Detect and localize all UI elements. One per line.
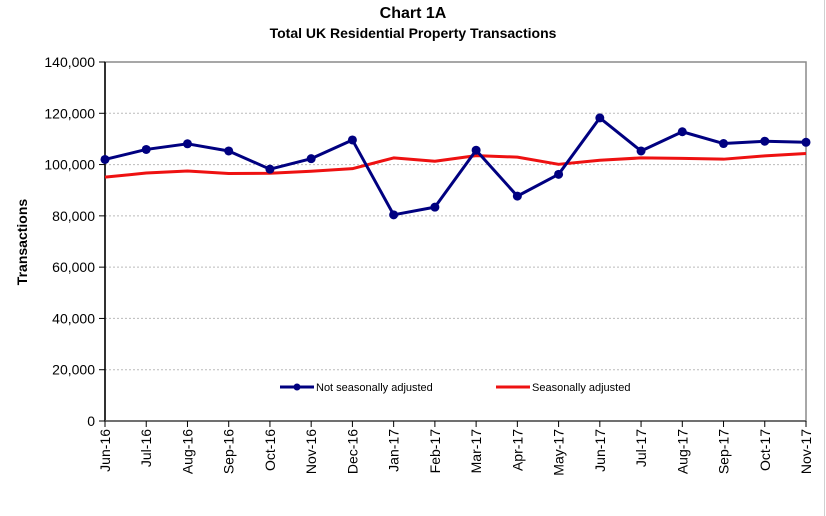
y-axis-ticks: 0 20,000 40,000 60,000 80,000 100,000 120,000 1… [44,54,105,429]
legend-marker-nsa [293,383,301,391]
x-tick-label: Aug-16 [179,429,195,474]
page-edge [824,0,825,516]
y-tick-label: 80,000 [52,208,95,224]
data-point [677,127,687,137]
x-axis-ticks: Jun-16 Jul-16 Aug-16 Sep-16 Oct-16 Nov-16 Dec-… [97,421,814,476]
series-group [100,113,811,220]
y-tick-label: 40,000 [52,310,95,326]
y-tick-label: 100,000 [44,157,95,173]
y-axis-label: Transactions [14,199,30,286]
data-point [100,154,110,164]
x-tick-label: Mar-17 [468,429,484,474]
legend-label-sa: Seasonally adjusted [532,382,630,394]
chart-subtitle: Total UK Residential Property Transactio… [270,25,557,41]
x-tick-label: Apr-17 [509,429,525,471]
data-point [224,146,234,156]
data-point [347,135,357,145]
legend: Not seasonally adjusted Seasonally adjus… [280,382,630,394]
y-tick-label: 120,000 [44,105,95,121]
x-tick-label: Jul-17 [633,429,649,467]
data-point [801,137,811,147]
data-point [389,210,399,220]
data-point [306,154,316,164]
x-tick-label: Feb-17 [427,429,443,474]
x-tick-label: Jan-17 [386,429,402,472]
x-tick-label: Jun-16 [97,429,113,472]
y-tick-label: 0 [87,413,95,429]
x-tick-label: Nov-16 [303,429,319,474]
data-point [471,145,481,155]
data-point [141,144,151,154]
x-tick-label: Aug-17 [674,429,690,474]
y-tick-label: 20,000 [52,362,95,378]
legend-label-nsa: Not seasonally adjusted [316,382,433,394]
data-point [430,202,440,212]
series-line-seasonally-adjusted [104,152,807,179]
x-tick-label: Oct-16 [262,429,278,471]
chart-title: Chart 1A [380,5,447,22]
y-tick-label: 140,000 [44,54,95,70]
data-point [554,169,564,179]
data-point [265,164,275,174]
data-point [636,146,646,156]
x-tick-label: Jul-16 [138,429,154,467]
data-point [719,139,729,149]
x-tick-label: May-17 [551,429,567,476]
data-point [512,191,522,201]
data-point [760,136,770,146]
x-tick-label: Oct-17 [757,429,773,471]
data-point [595,113,605,123]
plot-frame [104,61,807,422]
x-tick-label: Sep-16 [221,429,237,474]
x-tick-label: Nov-17 [798,429,814,474]
series-line-not-seasonally-adjusted [104,116,807,217]
x-tick-label: Jun-17 [592,429,608,472]
x-tick-label: Sep-17 [716,429,732,474]
gridlines [105,112,806,371]
x-tick-label: Dec-16 [344,429,360,474]
data-point [182,139,192,149]
y-tick-label: 60,000 [52,259,95,275]
